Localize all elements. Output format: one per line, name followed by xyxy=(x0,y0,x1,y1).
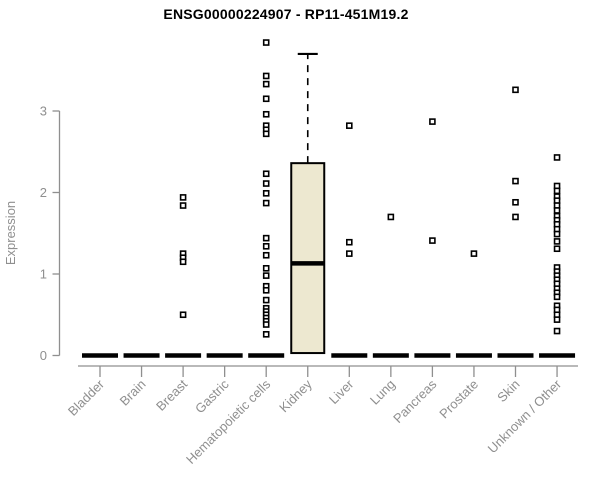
outlier-point-hematopoietic-cells xyxy=(262,110,270,118)
outlier-point-unknown-other xyxy=(553,316,561,323)
outlier-point-hematopoietic-cells xyxy=(262,234,270,242)
outlier-point-unknown-other xyxy=(553,187,561,195)
x-tick-label-bladder: Bladder xyxy=(65,376,108,419)
outlier-point-unknown-other xyxy=(553,327,561,335)
outlier-point-unknown-other xyxy=(553,230,561,238)
y-tick-label: 1 xyxy=(40,267,47,282)
x-tick-label-kidney: Kidney xyxy=(276,376,315,415)
outlier-point-breast xyxy=(179,202,187,209)
y-tick-label: 2 xyxy=(40,185,47,200)
outlier-point-liver xyxy=(345,122,353,129)
outlier-point-prostate xyxy=(470,250,478,257)
outlier-point-unknown-other xyxy=(553,238,561,245)
outlier-point-hematopoietic-cells xyxy=(262,251,270,259)
x-tick-label-liver: Liver xyxy=(326,376,357,407)
outlier-point-hematopoietic-cells xyxy=(262,39,270,46)
outlier-point-pancreas xyxy=(429,237,436,244)
outlier-point-breast xyxy=(179,311,187,319)
y-tick-label: 0 xyxy=(40,348,47,363)
outlier-point-hematopoietic-cells xyxy=(262,331,270,338)
outlier-point-liver xyxy=(345,250,353,257)
outlier-point-hematopoietic-cells xyxy=(262,130,270,138)
outlier-point-liver xyxy=(345,238,353,246)
outlier-point-pancreas xyxy=(429,118,436,125)
outlier-point-hematopoietic-cells xyxy=(262,95,270,103)
box-kidney xyxy=(290,162,326,355)
outlier-point-lung xyxy=(387,213,395,221)
outlier-point-skin xyxy=(512,213,519,221)
x-tick-label-brain: Brain xyxy=(117,377,149,409)
outlier-point-unknown-other xyxy=(553,154,561,161)
outlier-point-hematopoietic-cells xyxy=(262,272,270,279)
outlier-point-skin xyxy=(512,86,519,94)
outlier-point-hematopoietic-cells xyxy=(262,80,270,88)
outlier-point-hematopoietic-cells xyxy=(262,321,270,328)
outlier-point-hematopoietic-cells xyxy=(262,296,270,304)
outlier-point-unknown-other xyxy=(553,245,561,253)
outlier-point-hematopoietic-cells xyxy=(262,170,270,178)
outlier-point-skin xyxy=(512,198,519,206)
outlier-point-unknown-other xyxy=(553,293,561,301)
x-tick-label-gastric: Gastric xyxy=(192,376,232,416)
x-tick-label-lung: Lung xyxy=(367,377,398,408)
outlier-point-hematopoietic-cells xyxy=(262,199,270,207)
outlier-point-skin xyxy=(512,177,519,185)
y-axis-title: Expression xyxy=(3,201,18,265)
y-tick-label: 3 xyxy=(40,104,47,119)
outlier-point-unknown-other xyxy=(553,207,561,214)
outlier-point-hematopoietic-cells xyxy=(262,190,270,197)
x-tick-label-skin: Skin xyxy=(494,377,522,405)
outlier-point-hematopoietic-cells xyxy=(262,242,270,250)
outlier-point-hematopoietic-cells xyxy=(262,180,270,187)
x-tick-label-pancreas: Pancreas xyxy=(390,376,440,426)
outlier-point-hematopoietic-cells xyxy=(262,264,270,272)
x-tick-label-breast: Breast xyxy=(153,376,190,413)
outlier-point-breast xyxy=(179,194,187,201)
x-tick-label-prostate: Prostate xyxy=(436,377,481,422)
chart-title: ENSG00000224907 - RP11-451M19.2 xyxy=(163,6,409,22)
outlier-point-hematopoietic-cells xyxy=(262,72,270,80)
outlier-point-hematopoietic-cells xyxy=(262,286,270,294)
outlier-point-breast xyxy=(179,258,187,266)
x-tick-label-unknown-other: Unknown / Other xyxy=(485,376,565,456)
